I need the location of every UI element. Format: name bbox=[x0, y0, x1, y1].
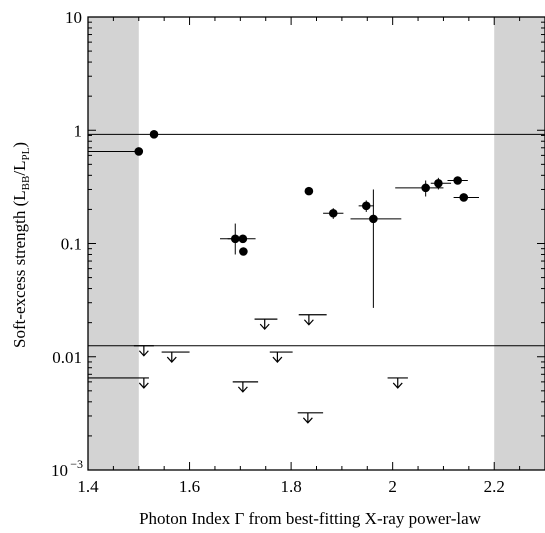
y-label-sub2: PL bbox=[20, 147, 32, 160]
y-tick-exponent: −3 bbox=[70, 457, 83, 471]
y-tick-label: 0.1 bbox=[61, 235, 82, 254]
upper-limit-arrow bbox=[237, 386, 248, 393]
plot-frame bbox=[87, 16, 545, 471]
upper-limit-arrow bbox=[166, 356, 177, 363]
data-point bbox=[459, 193, 469, 202]
y-label-suffix: ) bbox=[10, 142, 29, 148]
y-label-sub1: BB bbox=[20, 176, 32, 191]
x-tick-label: 2.2 bbox=[484, 477, 505, 496]
data-point bbox=[328, 208, 338, 218]
y-tick-label: 10 bbox=[51, 461, 68, 480]
shaded-region bbox=[494, 17, 545, 470]
data-point bbox=[238, 234, 248, 244]
data-point bbox=[453, 176, 462, 185]
data-point bbox=[369, 214, 378, 224]
upper-limit-arrow bbox=[259, 323, 270, 330]
data-point bbox=[134, 147, 144, 156]
y-label-mid: /L bbox=[10, 161, 29, 176]
shaded-regions bbox=[88, 17, 545, 470]
upper-limit-arrow bbox=[302, 417, 313, 424]
y-tick-label: 0.01 bbox=[52, 348, 82, 367]
shaded-region bbox=[88, 17, 139, 470]
reference-lines bbox=[88, 133, 545, 347]
x-tick-label: 1.8 bbox=[280, 477, 301, 496]
y-tick-label: 1 bbox=[74, 121, 83, 140]
data-point bbox=[421, 183, 430, 193]
upper-limit-arrow bbox=[138, 350, 149, 357]
data-point bbox=[361, 201, 371, 211]
y-axis-label: Soft-excess strength (LBB/LPL) bbox=[10, 142, 32, 348]
x-tick-label: 1.6 bbox=[179, 477, 200, 496]
upper-limit-arrow bbox=[138, 382, 149, 389]
x-tick-label: 1.4 bbox=[77, 477, 99, 496]
x-axis-label: Photon Index Γ from best-fitting X-ray p… bbox=[139, 509, 482, 528]
axis-ticks bbox=[87, 16, 545, 471]
data-point bbox=[434, 179, 443, 188]
x-tick-labels: 1.4 1.6 1.8 2 2.2 bbox=[77, 477, 504, 496]
data-point bbox=[149, 130, 159, 139]
x-tick-label: 2 bbox=[388, 477, 397, 496]
upper-limit-arrow bbox=[392, 382, 403, 389]
upper-limit-arrow bbox=[272, 356, 283, 363]
y-label-prefix: Soft-excess strength (L bbox=[10, 190, 29, 348]
y-tick-label: 10 bbox=[65, 8, 82, 27]
data-point bbox=[239, 247, 248, 256]
upper-limit-arrow bbox=[303, 319, 314, 326]
data-markers bbox=[88, 130, 479, 424]
data-point bbox=[304, 186, 314, 196]
